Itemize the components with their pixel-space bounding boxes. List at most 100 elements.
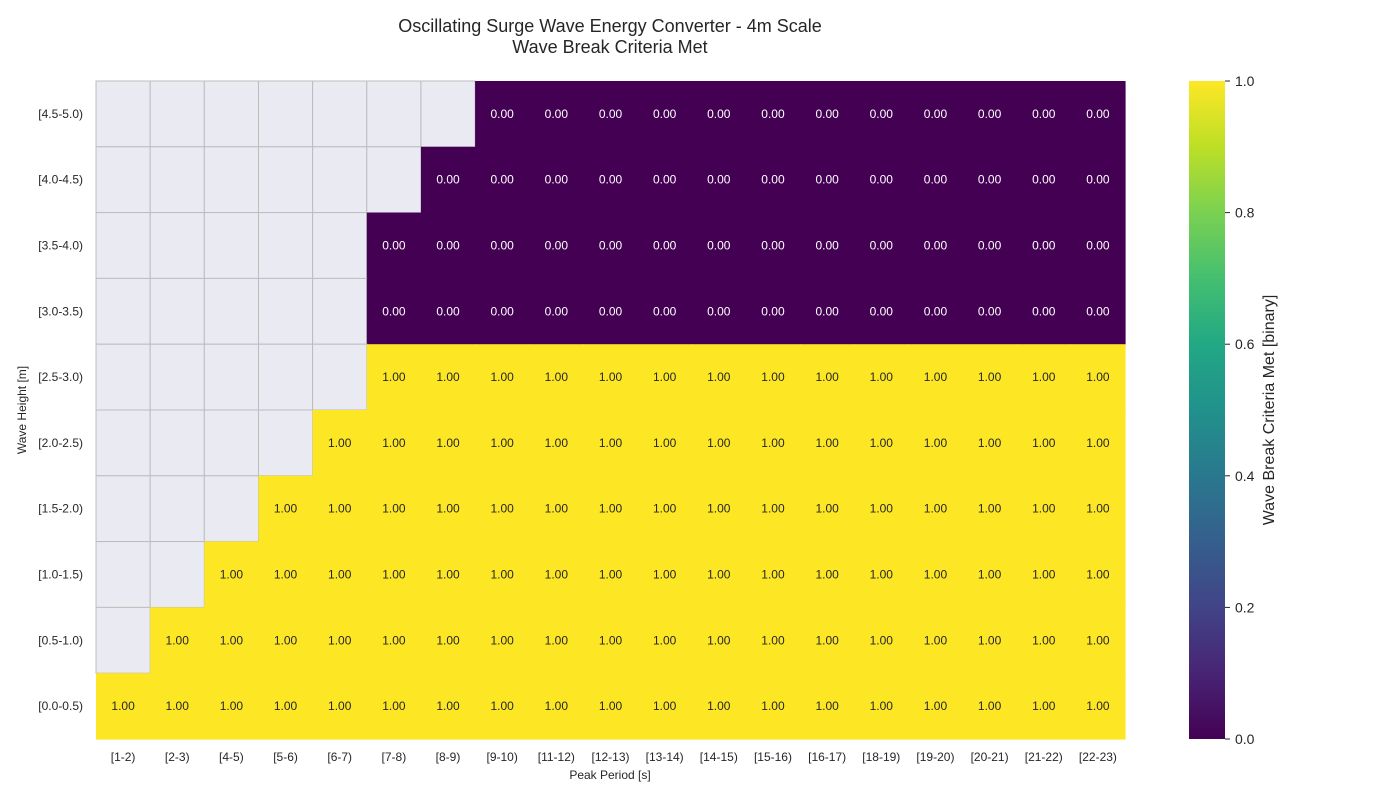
cell-value-label: 0.00 (1086, 173, 1110, 187)
cell-value-label: 1.00 (491, 568, 515, 582)
heatmap-cell-empty (149, 343, 205, 411)
heatmap-cell (529, 541, 585, 608)
cell-value-label: 0.00 (545, 107, 569, 121)
heatmap-cell (475, 410, 530, 477)
cell-value-label: 1.00 (815, 502, 839, 516)
heatmap-cell (637, 410, 693, 477)
y-tick-label: [0.0-0.5) (38, 699, 83, 713)
heatmap-cell (691, 673, 747, 740)
y-tick-label: [3.5-4.0) (38, 239, 83, 253)
cell-value-label: 0.00 (599, 173, 623, 187)
heatmap-cell (475, 146, 530, 214)
heatmap-cell (420, 475, 476, 543)
cell-value-label: 1.00 (1086, 568, 1110, 582)
heatmap-cell-empty (95, 343, 151, 411)
heatmap-cell (854, 475, 909, 543)
cell-value-label: 1.00 (545, 699, 569, 713)
heatmap-cell (908, 81, 964, 148)
cell-value-label: 1.00 (924, 633, 948, 647)
cell-value-label: 1.00 (653, 633, 677, 647)
cell-value-label: 1.00 (815, 699, 839, 713)
heatmap-cell (691, 278, 747, 345)
heatmap-cell (96, 673, 151, 740)
colorbar-tick-label: 0.6 (1235, 336, 1255, 352)
heatmap-cell-empty (420, 80, 476, 148)
heatmap-cell (529, 146, 585, 214)
chart-title-line2: Wave Break Criteria Met (512, 37, 707, 57)
cell-value-label: 1.00 (653, 436, 677, 450)
heatmap-cell (691, 410, 747, 477)
heatmap-cell (583, 146, 639, 214)
cell-value-label: 1.00 (220, 699, 244, 713)
cell-value-label: 0.00 (761, 107, 785, 121)
heatmap-cell-empty (203, 146, 259, 214)
cell-value-label: 0.00 (870, 239, 894, 253)
heatmap-cell (691, 212, 747, 279)
heatmap-cell-empty (366, 80, 422, 148)
heatmap-cell (1070, 146, 1126, 214)
x-tick-label: [21-22) (1025, 750, 1063, 764)
colorbar (1189, 81, 1225, 739)
cell-value-label: 0.00 (815, 107, 839, 121)
x-tick-label: [4-5) (219, 750, 244, 764)
heatmap-cell (854, 146, 909, 214)
cell-value-label: 1.00 (978, 699, 1002, 713)
cell-value-label: 0.00 (491, 304, 515, 318)
cell-value-label: 1.00 (274, 699, 298, 713)
heatmap-cell (583, 410, 639, 477)
heatmap-cell (1016, 146, 1072, 214)
heatmap-cell (529, 475, 585, 543)
cell-value-label: 1.00 (545, 436, 569, 450)
heatmap-cell (1016, 541, 1072, 608)
cell-value-label: 0.00 (653, 239, 677, 253)
x-tick-label: [11-12) (538, 750, 575, 764)
heatmap-cell-empty (95, 146, 151, 214)
cell-value-label: 1.00 (436, 370, 460, 384)
heatmap-cell-empty (257, 212, 314, 279)
cell-value-label: 1.00 (274, 502, 298, 516)
heatmap-cell (1016, 410, 1072, 477)
cell-value-label: 0.00 (545, 173, 569, 187)
heatmap-cell (908, 278, 964, 345)
heatmap-cell-empty (95, 277, 151, 345)
heatmap-cell (800, 475, 855, 543)
x-tick-label: [14-15) (700, 750, 738, 764)
y-tick-label: [1.5-2.0) (38, 502, 83, 516)
cell-value-label: 1.00 (707, 568, 731, 582)
colorbar-ticks: 0.0 0.2 0.4 0.6 0.8 1.0 (1225, 73, 1255, 747)
heatmap-cell (366, 212, 422, 279)
cell-value-label: 0.00 (1086, 107, 1110, 121)
cell-value-label: 1.00 (328, 699, 352, 713)
x-tick-labels: [1-2) [2-3) [4-5) [5-6) [6-7) [7-8) [8-9) [9-10… (111, 750, 1117, 764)
colorbar-tick-label: 0.8 (1235, 205, 1255, 221)
cell-value-label: 0.00 (815, 239, 839, 253)
heatmap-cell (745, 212, 801, 279)
cell-value-label: 1.00 (653, 502, 677, 516)
cell-value-label: 1.00 (924, 568, 948, 582)
cell-value-label: 1.00 (436, 633, 460, 647)
x-tick-label: [5-6) (273, 750, 298, 764)
cell-value-label: 1.00 (815, 633, 839, 647)
cell-value-label: 0.00 (761, 239, 785, 253)
cell-value-label: 1.00 (599, 370, 623, 384)
heatmap-cell (258, 475, 314, 543)
cell-value-label: 1.00 (870, 633, 894, 647)
cell-value-label: 0.00 (1032, 107, 1056, 121)
cell-value-label: 1.00 (274, 633, 298, 647)
cell-value-label: 1.00 (870, 370, 894, 384)
heatmap-cell-empty (95, 606, 151, 674)
cell-value-label: 1.00 (707, 436, 731, 450)
heatmap-cell (1016, 475, 1072, 543)
heatmap-cell (420, 212, 476, 279)
cell-value-label: 1.00 (382, 502, 406, 516)
cell-value-label: 1.00 (491, 502, 515, 516)
heatmap-cell-empty (149, 409, 205, 477)
heatmap-cell (529, 410, 585, 477)
heatmap-cell (475, 673, 530, 740)
cell-value-label: 0.00 (870, 107, 894, 121)
heatmap-cell (420, 278, 476, 345)
heatmap-cell (691, 607, 747, 674)
cell-value-label: 1.00 (815, 370, 839, 384)
heatmap-cell (908, 212, 964, 279)
cell-value-label: 1.00 (707, 370, 731, 384)
